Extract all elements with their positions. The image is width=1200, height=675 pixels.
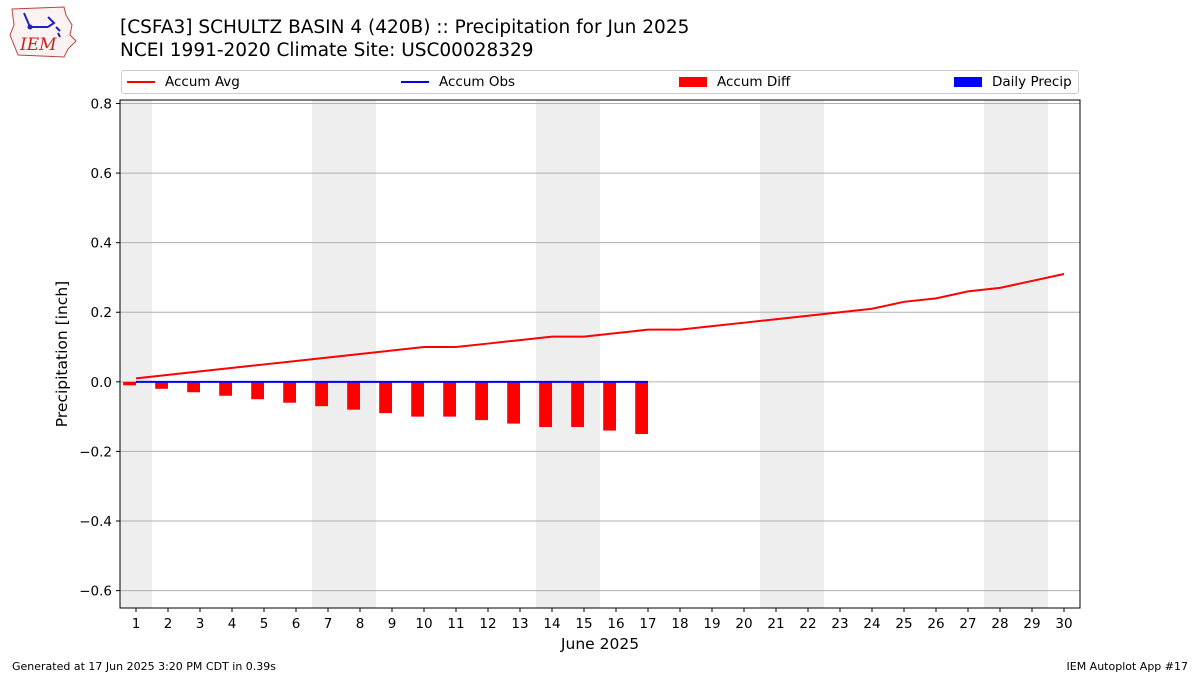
accum-diff-bar-day-1	[123, 381, 136, 386]
legend-item-accum-diff: Accum Diff	[679, 74, 790, 90]
legend-label-accum-avg: Accum Avg	[165, 74, 240, 90]
y-tick-label-1: −0.4	[79, 514, 112, 530]
x-tick-label-day-3: 3	[196, 616, 205, 632]
accum-diff-bar-day-5	[251, 381, 264, 400]
x-tick-label-day-20: 20	[735, 616, 752, 632]
accum-diff-bar-day-13	[507, 381, 520, 424]
iem-logo: IEM	[9, 6, 77, 58]
y-axis-label: Precipitation [inch]	[53, 281, 71, 427]
x-tick-label-day-12: 12	[479, 616, 496, 632]
x-tick-label-day-15: 15	[575, 616, 592, 632]
weekend-shade-day-21	[760, 100, 792, 608]
x-tick-label-day-17: 17	[639, 616, 656, 632]
accum-diff-bar-day-14	[539, 381, 552, 428]
footer-generated: Generated at 17 Jun 2025 3:20 PM CDT in …	[12, 660, 277, 673]
accum-avg-line	[135, 272, 1065, 380]
legend-swatch-accum-diff	[679, 77, 707, 87]
x-tick-label-day-8: 8	[356, 616, 365, 632]
y-tick-label-7: 0.8	[91, 96, 112, 112]
accum-diff-bar-day-4	[219, 381, 232, 396]
y-tick-label-3: 0.0	[91, 375, 112, 391]
x-tick-label-day-22: 22	[799, 616, 816, 632]
accum-diff-bar-day-7	[315, 381, 328, 407]
accum-diff-bar-day-10	[411, 381, 424, 417]
x-tick-label-day-18: 18	[671, 616, 688, 632]
y-tick-label-4: 0.2	[91, 305, 112, 321]
x-tick-label-day-30: 30	[1055, 616, 1072, 632]
accum-diff-bar-day-3	[187, 381, 200, 393]
legend-item-accum-avg: Accum Avg	[127, 74, 240, 90]
x-tick-label-day-11: 11	[447, 616, 464, 632]
x-tick-label-day-28: 28	[991, 616, 1008, 632]
weekend-shade-day-22	[792, 100, 824, 608]
accum-diff-bar-day-16	[603, 381, 616, 431]
accum-diff-bar-day-12	[475, 381, 488, 421]
x-tick-label-day-26: 26	[927, 616, 944, 632]
legend-swatch-accum-obs	[401, 81, 429, 83]
x-tick-label-day-7: 7	[324, 616, 333, 632]
weekend-shade-day-14	[536, 100, 568, 608]
x-tick-label-day-1: 1	[132, 616, 141, 632]
accum-diff-bar-day-9	[379, 381, 392, 414]
legend-item-daily-precip: Daily Precip	[954, 74, 1072, 90]
x-tick-label-day-19: 19	[703, 616, 720, 632]
weekend-shade-day-7	[312, 100, 344, 608]
accum-diff-bar-day-17	[635, 381, 648, 435]
x-tick-label-day-29: 29	[1023, 616, 1040, 632]
weekend-shade-day-1	[120, 100, 152, 608]
weekend-shade-day-28	[984, 100, 1016, 608]
y-tick-label-6: 0.6	[91, 166, 112, 182]
accum-diff-bar-day-2	[155, 381, 168, 389]
x-tick-label-day-4: 4	[228, 616, 237, 632]
legend-label-accum-obs: Accum Obs	[439, 74, 516, 90]
x-tick-label-day-13: 13	[511, 616, 528, 632]
logo-text: IEM	[19, 35, 57, 55]
accum-diff-bar-day-15	[571, 381, 584, 428]
chart-subtitle: NCEI 1991-2020 Climate Site: USC00028329	[120, 40, 534, 61]
chart-title: [CSFA3] SCHULTZ BASIN 4 (420B) :: Precip…	[120, 17, 690, 38]
legend-label-daily-precip: Daily Precip	[992, 74, 1072, 90]
x-tick-label-day-16: 16	[607, 616, 624, 632]
legend-swatch-daily-precip	[954, 77, 982, 87]
accum-diff-bar-day-8	[347, 381, 360, 410]
x-tick-label-day-9: 9	[388, 616, 397, 632]
x-tick-label-day-6: 6	[292, 616, 301, 632]
x-tick-label-day-24: 24	[863, 616, 880, 632]
x-tick-label-day-2: 2	[164, 616, 173, 632]
x-tick-label-day-23: 23	[831, 616, 848, 632]
x-axis-label: June 2025	[560, 635, 639, 653]
weekend-shade-day-29	[1016, 100, 1048, 608]
legend-item-accum-obs: Accum Obs	[401, 74, 515, 90]
x-tick-label-day-14: 14	[543, 616, 560, 632]
x-tick-label-day-21: 21	[767, 616, 784, 632]
x-tick-label-day-27: 27	[959, 616, 976, 632]
x-tick-label-day-5: 5	[260, 616, 269, 632]
footer-app-id: IEM Autoplot App #17	[1066, 660, 1189, 673]
y-tick-label-0: −0.6	[79, 584, 112, 600]
accum-diff-bar-day-11	[443, 381, 456, 417]
legend-swatch-accum-avg	[127, 81, 155, 83]
x-tick-label-day-25: 25	[895, 616, 912, 632]
accum-diff-bar-day-6	[283, 381, 296, 403]
y-tick-label-2: −0.2	[79, 444, 112, 460]
chart-legend: Accum Avg Accum Obs Accum Diff Daily Pre…	[121, 70, 1079, 94]
weekend-shade-day-15	[568, 100, 600, 608]
x-tick-label-day-10: 10	[415, 616, 432, 632]
plot-frame	[119, 99, 1081, 609]
legend-label-accum-diff: Accum Diff	[717, 74, 791, 90]
y-tick-label-5: 0.4	[91, 236, 112, 252]
